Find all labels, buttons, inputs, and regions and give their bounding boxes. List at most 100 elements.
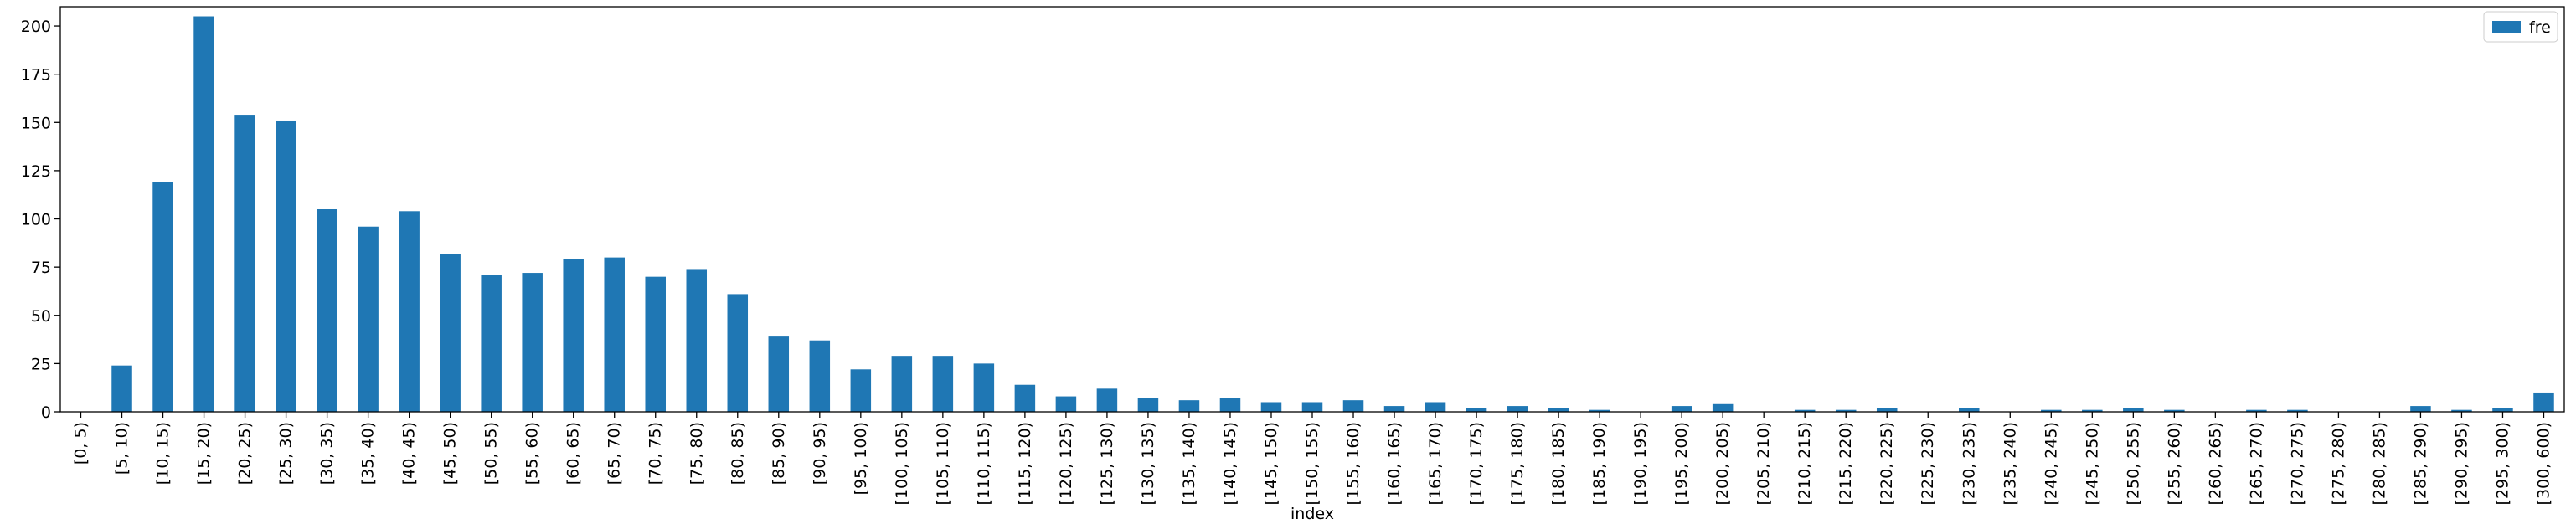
bar	[111, 365, 132, 412]
x-tick-label: [215, 220)	[1837, 422, 1855, 505]
x-tick-label: [260, 265)	[2206, 422, 2224, 505]
bar	[1835, 409, 1857, 412]
bar	[1425, 402, 1446, 412]
bar	[1671, 406, 1692, 412]
y-axis: 0 25 50 75 100 125 150 175 200	[21, 18, 60, 422]
bar	[2533, 392, 2554, 412]
x-tick-label: [285, 290)	[2411, 422, 2429, 505]
bar	[1712, 403, 1734, 412]
x-tick-label: [30, 35)	[318, 422, 337, 485]
x-tick-label: [100, 105)	[893, 422, 911, 505]
bar	[645, 276, 666, 412]
y-tick-label: 0	[41, 403, 51, 422]
x-tick-label: [90, 95)	[811, 422, 829, 485]
y-tick-label: 100	[21, 211, 51, 229]
bar	[1507, 406, 1528, 412]
x-tick-label: [50, 55)	[482, 422, 501, 485]
x-tick-label: [130, 135)	[1139, 422, 1157, 505]
x-tick-label: [140, 145)	[1221, 422, 1239, 505]
y-tick-label: 200	[21, 18, 51, 36]
bar	[768, 336, 790, 412]
x-tick-label: [160, 165)	[1385, 422, 1404, 505]
bar	[1219, 398, 1241, 412]
x-tick-label: [150, 155)	[1303, 422, 1321, 505]
y-tick-label: 50	[31, 307, 51, 326]
x-tick-label: [145, 150)	[1262, 422, 1280, 505]
bar	[2451, 409, 2472, 412]
bar	[809, 340, 831, 412]
x-tick-label: [65, 70)	[605, 422, 624, 485]
x-tick-label: [185, 190)	[1590, 422, 1609, 505]
legend: fre	[2483, 11, 2558, 43]
x-tick-label: [230, 235)	[1960, 422, 1978, 505]
x-tick-label: [120, 125)	[1057, 422, 1075, 505]
bar	[2287, 409, 2308, 412]
bar	[234, 115, 255, 412]
x-tick-label: [85, 90)	[770, 422, 788, 485]
x-tick-label: [210, 215)	[1795, 422, 1814, 505]
x-tick-label: [55, 60)	[523, 422, 542, 485]
bar	[2410, 406, 2431, 412]
x-tick-label: [225, 230)	[1919, 422, 1937, 505]
x-tick-label: [180, 185)	[1549, 422, 1568, 505]
y-tick-label: 175	[21, 66, 51, 85]
bar	[1014, 384, 1036, 412]
bar	[1959, 408, 1980, 412]
x-tick-label: [115, 120)	[1016, 422, 1034, 505]
y-tick-label: 75	[31, 259, 51, 277]
bar	[317, 209, 337, 412]
legend-swatch	[2492, 21, 2521, 33]
y-tick-label: 150	[21, 114, 51, 132]
x-tick-label: [200, 205)	[1713, 422, 1732, 505]
bar	[2082, 409, 2103, 412]
x-tick-label: [295, 300)	[2493, 422, 2512, 505]
x-tick-label: [195, 200)	[1672, 422, 1691, 505]
bar	[1301, 402, 1323, 412]
legend-label: fre	[2529, 18, 2551, 37]
bar	[1096, 388, 1118, 412]
bar	[1342, 400, 1364, 412]
x-tick-label: [105, 110)	[934, 422, 952, 505]
x-tick-label: [20, 25)	[236, 422, 255, 485]
x-tick-label: [290, 295)	[2452, 422, 2470, 505]
y-tick-label: 25	[31, 355, 51, 373]
x-tick-label: [60, 65)	[564, 422, 583, 485]
x-axis: [0, 5) [5, 10) [10, 15) [15, 20) [20, 25) [25…	[72, 412, 2553, 505]
x-tick-label: [40, 45)	[400, 422, 419, 485]
bar	[1383, 406, 1405, 412]
bar	[1055, 396, 1077, 412]
bar	[1589, 409, 1610, 412]
x-tick-label: [280, 285)	[2370, 422, 2388, 505]
bar	[686, 269, 708, 412]
x-tick-label: [205, 210)	[1754, 422, 1773, 505]
x-tick-label: [95, 100)	[852, 422, 870, 495]
x-tick-label: [75, 80)	[688, 422, 706, 485]
bar	[973, 363, 995, 412]
x-tick-label: [110, 115)	[975, 422, 993, 505]
x-tick-label: [245, 250)	[2083, 422, 2101, 505]
bar	[1260, 402, 1282, 412]
bar	[1137, 398, 1159, 412]
x-tick-label: [235, 240)	[2001, 422, 2019, 505]
bar	[399, 211, 420, 412]
bar	[522, 273, 543, 412]
x-tick-label: [10, 15)	[154, 422, 173, 485]
bar	[152, 182, 173, 413]
x-tick-label: [155, 160)	[1344, 422, 1363, 505]
bars-group	[111, 16, 2554, 413]
bar	[2041, 409, 2062, 412]
bar	[563, 259, 584, 412]
bar	[2164, 409, 2185, 412]
bar	[850, 369, 872, 412]
bar	[604, 257, 625, 412]
x-tick-label: [70, 75)	[647, 422, 665, 485]
x-tick-label: [165, 170)	[1426, 422, 1445, 505]
bar	[727, 294, 749, 412]
x-tick-label: [240, 245)	[2042, 422, 2060, 505]
x-tick-label: [175, 180)	[1508, 422, 1527, 505]
x-tick-label: [275, 280)	[2329, 422, 2347, 505]
bar	[440, 254, 461, 412]
x-tick-label: [45, 50)	[441, 422, 460, 485]
x-tick-label: [15, 20)	[195, 422, 214, 485]
